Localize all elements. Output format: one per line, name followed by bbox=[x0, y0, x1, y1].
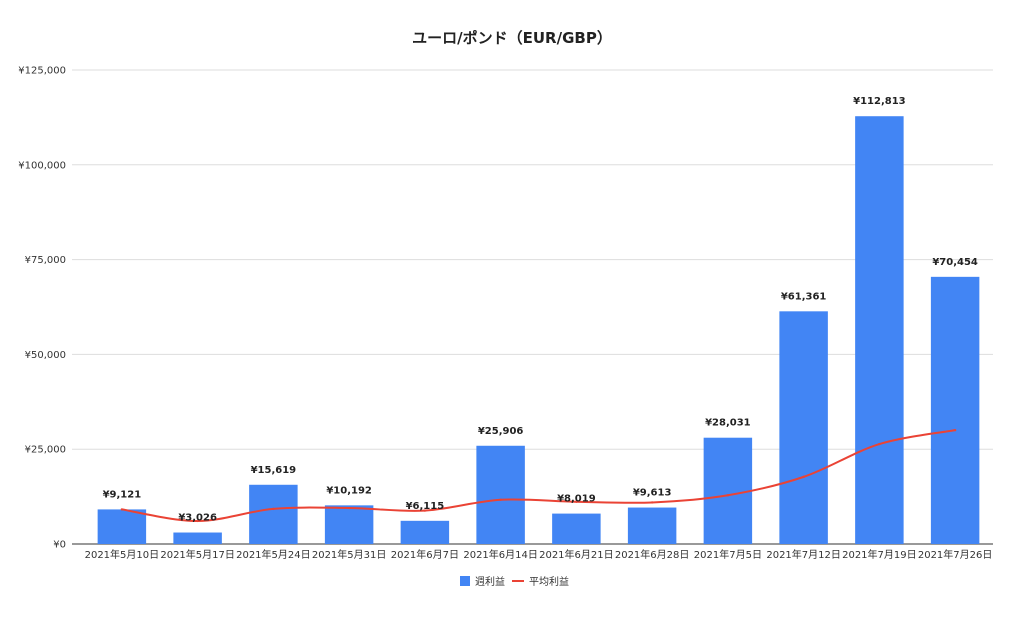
line-point bbox=[878, 442, 881, 446]
y-tick-label: ¥125,000 bbox=[18, 66, 66, 77]
x-tick-label: 2021年6月7日 bbox=[391, 548, 459, 561]
data-label: ¥9,121 bbox=[103, 489, 142, 500]
y-tick-label: ¥25,000 bbox=[25, 445, 66, 456]
line-point bbox=[347, 506, 351, 510]
line-point bbox=[953, 428, 957, 432]
line-point bbox=[499, 498, 502, 501]
chart-title: ユーロ/ポンド（EUR/GBP） bbox=[412, 29, 612, 47]
line-point bbox=[272, 507, 275, 511]
bar bbox=[324, 505, 374, 544]
y-tick-label: ¥50,000 bbox=[25, 350, 66, 361]
line-point bbox=[650, 501, 654, 504]
average-line-series bbox=[120, 428, 957, 523]
x-tick-label: 2021年5月10日 bbox=[85, 548, 160, 561]
data-label: ¥61,361 bbox=[781, 291, 827, 302]
bar bbox=[476, 445, 525, 544]
legend: 週利益 平均利益 bbox=[460, 575, 569, 588]
data-label: ¥25,906 bbox=[478, 426, 524, 437]
x-tick-label: 2021年5月31日 bbox=[312, 548, 387, 561]
data-label: ¥10,192 bbox=[326, 485, 372, 496]
bar bbox=[627, 507, 677, 544]
data-label: ¥112,813 bbox=[853, 96, 906, 107]
y-tick-label: ¥0 bbox=[53, 540, 66, 551]
data-labels: ¥9,121 ¥3,026 ¥15,619 ¥10,192 ¥6,115 ¥25,906 ¥… bbox=[103, 96, 978, 523]
data-label: ¥8,019 bbox=[557, 494, 596, 505]
legend-swatch-bar bbox=[460, 576, 470, 586]
legend-label-bar: 週利益 bbox=[475, 575, 505, 588]
x-tick-label: 2021年6月28日 bbox=[615, 548, 690, 561]
data-label: ¥15,619 bbox=[251, 465, 297, 476]
line-point bbox=[196, 519, 199, 523]
x-tick-label: 2021年6月14日 bbox=[463, 548, 538, 561]
data-label: ¥70,454 bbox=[932, 257, 978, 268]
x-tick-label: 2021年7月26日 bbox=[918, 548, 993, 561]
x-axis: 2021年5月10日 2021年5月17日 2021年5月24日 2021年5月31日… bbox=[85, 548, 993, 561]
y-axis: ¥0 ¥25,000 ¥50,000 ¥75,000 ¥100,000 ¥125,000 bbox=[18, 66, 66, 551]
grid-lines bbox=[72, 69, 993, 545]
bar bbox=[930, 276, 980, 544]
bar bbox=[703, 437, 753, 544]
x-tick-label: 2021年5月17日 bbox=[160, 548, 235, 561]
x-tick-label: 2021年7月12日 bbox=[766, 548, 841, 561]
y-tick-label: ¥75,000 bbox=[25, 255, 66, 266]
data-label: ¥6,115 bbox=[406, 501, 445, 512]
x-tick-label: 2021年7月19日 bbox=[842, 548, 917, 561]
line-point bbox=[802, 475, 805, 479]
bar-series bbox=[97, 116, 980, 544]
legend-label-line: 平均利益 bbox=[529, 575, 569, 588]
bar bbox=[400, 520, 450, 544]
bar bbox=[97, 509, 147, 544]
data-label: ¥3,026 bbox=[178, 513, 217, 524]
average-line bbox=[121, 429, 956, 522]
bar bbox=[173, 532, 222, 544]
line-point bbox=[423, 509, 427, 512]
line-point bbox=[575, 500, 578, 503]
x-tick-label: 2021年6月21日 bbox=[539, 548, 614, 561]
x-tick-label: 2021年7月5日 bbox=[694, 548, 762, 561]
bar bbox=[552, 513, 601, 544]
line-point bbox=[120, 508, 124, 511]
bar bbox=[779, 311, 828, 544]
bar bbox=[855, 116, 904, 544]
line-point bbox=[726, 494, 730, 497]
data-label: ¥28,031 bbox=[705, 418, 751, 429]
y-tick-label: ¥100,000 bbox=[18, 160, 66, 171]
bar bbox=[249, 484, 298, 544]
data-label: ¥9,613 bbox=[633, 488, 672, 499]
x-tick-label: 2021年5月24日 bbox=[236, 548, 311, 561]
